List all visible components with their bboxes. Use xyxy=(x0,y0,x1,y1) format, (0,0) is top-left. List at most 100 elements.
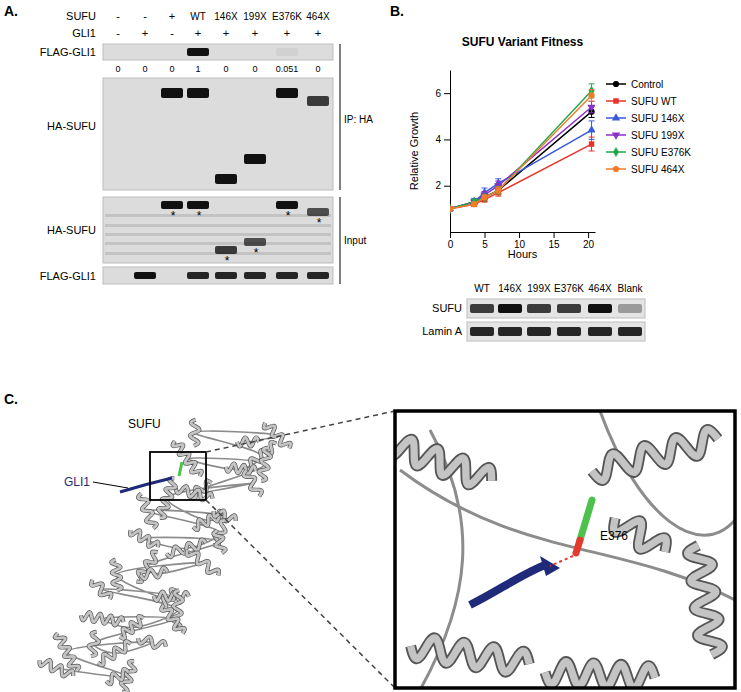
zoom-view xyxy=(395,411,735,688)
legend: ControlSUFU WTSUFU 146XSUFU 199XSUFU E37… xyxy=(606,79,691,175)
quantification: 1 xyxy=(195,64,200,74)
asterisk: * xyxy=(197,209,202,223)
legend-label: SUFU WT xyxy=(631,96,677,107)
error-cap xyxy=(495,193,501,194)
helix xyxy=(244,470,262,496)
helix xyxy=(259,448,271,481)
legend-label: SUFU 146X xyxy=(631,113,685,124)
error-bar xyxy=(482,195,488,200)
background-band xyxy=(105,242,331,245)
helix-edge xyxy=(190,420,199,446)
band xyxy=(470,304,494,313)
point xyxy=(450,206,453,211)
band xyxy=(618,304,642,313)
error-cap xyxy=(495,186,501,187)
series-line xyxy=(450,144,592,209)
bracket xyxy=(340,44,341,190)
helix-edge xyxy=(259,448,271,481)
band xyxy=(244,238,266,246)
helix xyxy=(40,660,74,676)
band xyxy=(161,88,183,98)
helix-edge xyxy=(81,612,123,625)
helix-edge xyxy=(213,530,225,553)
asterisk: * xyxy=(171,209,176,223)
helix-edge xyxy=(40,660,74,676)
chart-title: SUFU Variant Fitness xyxy=(462,35,584,49)
background-band xyxy=(105,233,331,236)
band xyxy=(588,304,612,313)
tick-mark xyxy=(485,232,486,238)
helix-edge xyxy=(244,470,262,496)
helix xyxy=(106,669,128,684)
axis-title: Relative Growth xyxy=(408,112,420,190)
lane-label: + xyxy=(195,27,201,39)
helix-edge xyxy=(130,530,158,547)
point xyxy=(481,194,487,200)
helix xyxy=(264,423,291,449)
helix xyxy=(111,560,121,591)
helix-edge xyxy=(395,439,492,485)
helix xyxy=(141,568,168,579)
point xyxy=(589,141,594,146)
error-cap xyxy=(495,193,501,194)
gli1-peptide xyxy=(470,565,545,605)
row-label: Lamin A xyxy=(422,325,462,337)
band xyxy=(276,201,298,209)
lane-label: + xyxy=(169,10,175,22)
residue-stick xyxy=(580,500,592,540)
group-label: IP: HA xyxy=(344,114,373,125)
error-bar xyxy=(589,137,595,151)
lane-label: - xyxy=(143,10,147,22)
band xyxy=(527,327,551,336)
blot-strip xyxy=(103,78,333,190)
band xyxy=(244,154,266,164)
hydrogen-bond xyxy=(550,556,573,566)
band xyxy=(244,272,266,279)
background-band xyxy=(105,224,331,227)
tick-label: 0 xyxy=(448,239,454,250)
row-label: GLI1 xyxy=(72,27,96,39)
helix-edge xyxy=(173,441,202,476)
error-cap xyxy=(589,112,595,113)
lane-label: 146X xyxy=(214,11,238,22)
tick: 6 xyxy=(435,88,450,99)
structure-label: GLI1 xyxy=(64,475,90,489)
helix-edge xyxy=(688,545,723,654)
plot-marks xyxy=(450,84,595,214)
helix-edge xyxy=(158,478,176,517)
legend-marker xyxy=(612,133,620,140)
panel-label: C. xyxy=(4,391,18,407)
blot-label: HA-SUFU xyxy=(47,224,96,236)
series-line xyxy=(450,107,592,209)
legend-label: Control xyxy=(631,79,663,90)
lane-label: 464X xyxy=(588,283,612,294)
point xyxy=(471,201,477,207)
helix xyxy=(98,641,131,665)
helix xyxy=(226,463,256,474)
blot-label: FLAG-GLI1 xyxy=(40,46,96,58)
lane-label: + xyxy=(315,27,321,39)
tick: 2 xyxy=(435,180,450,191)
lane-label: 199X xyxy=(527,283,551,294)
error-cap xyxy=(495,181,501,182)
blot-label: FLAG-GLI1 xyxy=(40,270,96,282)
band xyxy=(557,304,581,313)
quantification: 0 xyxy=(315,64,320,74)
series-line xyxy=(450,91,592,209)
lane-label: + xyxy=(223,27,229,39)
lane-label: E376K xyxy=(554,283,584,294)
zoom-source-box xyxy=(150,452,206,500)
helix-edge xyxy=(141,568,168,579)
band xyxy=(215,174,237,184)
band xyxy=(307,208,329,216)
error-bar xyxy=(482,195,488,200)
helix-edge xyxy=(98,641,131,665)
helix-edge xyxy=(176,486,213,500)
helix xyxy=(138,637,166,648)
error-cap xyxy=(589,151,595,152)
blot-strip xyxy=(467,299,645,318)
lane-label: + xyxy=(252,27,258,39)
quantification: 0.051 xyxy=(276,64,299,74)
legend-label: SUFU E376K xyxy=(631,147,691,158)
background-band xyxy=(105,214,331,217)
